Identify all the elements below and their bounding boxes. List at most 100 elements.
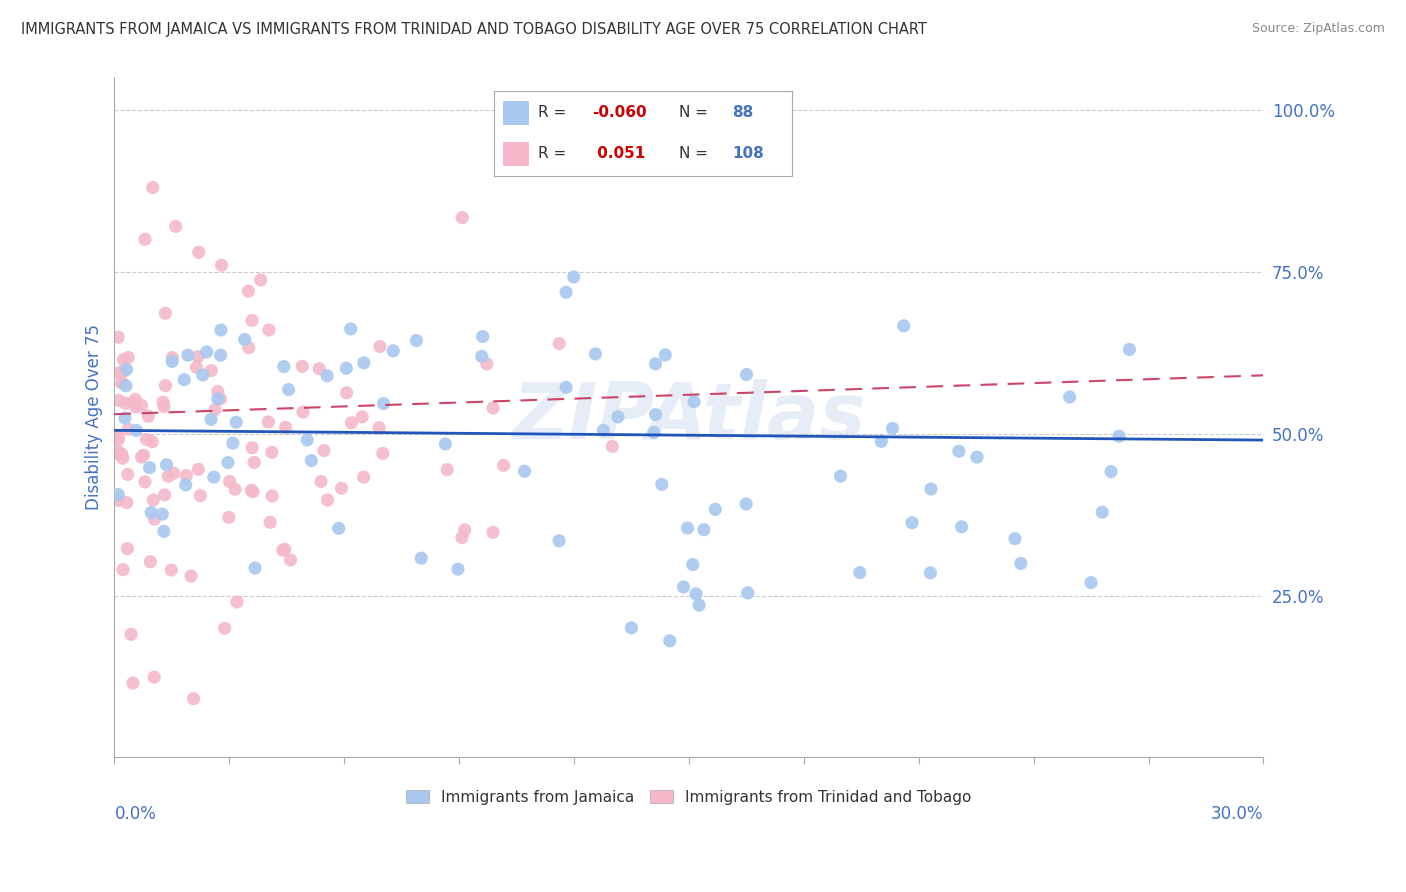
- Point: [882, 421, 904, 435]
- Point: [352, 409, 374, 424]
- Point: [309, 475, 332, 489]
- Point: [643, 425, 665, 440]
- Point: [131, 398, 153, 412]
- Point: [160, 563, 183, 577]
- Point: [1118, 343, 1140, 357]
- Point: [371, 446, 394, 460]
- Point: [134, 232, 156, 246]
- Point: [112, 364, 135, 378]
- Point: [693, 523, 716, 537]
- Point: [142, 492, 165, 507]
- Point: [368, 340, 391, 354]
- Point: [704, 502, 727, 516]
- Point: [548, 533, 571, 548]
- Point: [262, 489, 284, 503]
- Point: [117, 351, 139, 365]
- Point: [257, 323, 280, 337]
- Point: [271, 543, 294, 558]
- Point: [353, 470, 375, 484]
- Point: [121, 395, 143, 409]
- Point: [143, 670, 166, 684]
- Point: [174, 478, 197, 492]
- Legend: Immigrants from Jamaica, Immigrants from Trinidad and Tobago: Immigrants from Jamaica, Immigrants from…: [401, 784, 977, 811]
- Point: [139, 555, 162, 569]
- Point: [222, 436, 245, 450]
- Point: [204, 402, 226, 417]
- Point: [120, 627, 142, 641]
- Point: [162, 351, 184, 365]
- Point: [186, 360, 208, 375]
- Point: [191, 368, 214, 382]
- Point: [475, 357, 498, 371]
- Point: [1010, 557, 1032, 571]
- Point: [471, 329, 494, 343]
- Point: [644, 408, 666, 422]
- Point: [141, 434, 163, 449]
- Point: [107, 330, 129, 344]
- Text: Source: ZipAtlas.com: Source: ZipAtlas.com: [1251, 22, 1385, 36]
- Point: [117, 467, 139, 482]
- Point: [555, 285, 578, 300]
- Point: [115, 495, 138, 509]
- Point: [830, 469, 852, 483]
- Point: [454, 523, 477, 537]
- Point: [165, 219, 187, 234]
- Point: [249, 273, 271, 287]
- Point: [328, 521, 350, 535]
- Point: [155, 458, 177, 472]
- Point: [200, 363, 222, 377]
- Point: [111, 563, 134, 577]
- Point: [238, 284, 260, 298]
- Point: [592, 423, 614, 437]
- Point: [644, 357, 666, 371]
- Point: [1099, 465, 1122, 479]
- Point: [471, 350, 494, 364]
- Point: [209, 348, 232, 362]
- Point: [273, 542, 295, 557]
- Point: [114, 411, 136, 425]
- Point: [108, 366, 131, 380]
- Point: [125, 424, 148, 438]
- Point: [173, 373, 195, 387]
- Point: [117, 541, 139, 556]
- Point: [107, 429, 129, 443]
- Point: [160, 354, 183, 368]
- Point: [436, 463, 458, 477]
- Point: [225, 415, 247, 429]
- Point: [240, 441, 263, 455]
- Point: [259, 515, 281, 529]
- Point: [1080, 575, 1102, 590]
- Point: [138, 460, 160, 475]
- Point: [188, 489, 211, 503]
- Point: [143, 512, 166, 526]
- Point: [277, 383, 299, 397]
- Point: [562, 270, 585, 285]
- Point: [583, 347, 606, 361]
- Point: [330, 481, 353, 495]
- Point: [183, 691, 205, 706]
- Point: [209, 392, 232, 406]
- Point: [111, 451, 134, 466]
- Point: [111, 376, 134, 390]
- Point: [226, 595, 249, 609]
- Point: [920, 566, 942, 580]
- Point: [411, 551, 433, 566]
- Point: [240, 313, 263, 327]
- Point: [308, 361, 330, 376]
- Point: [177, 348, 200, 362]
- Point: [274, 420, 297, 434]
- Point: [107, 447, 129, 461]
- Point: [242, 484, 264, 499]
- Point: [243, 455, 266, 469]
- Point: [155, 378, 177, 392]
- Point: [153, 400, 176, 414]
- Point: [280, 553, 302, 567]
- Point: [658, 633, 681, 648]
- Point: [107, 493, 129, 508]
- Point: [112, 352, 135, 367]
- Text: 30.0%: 30.0%: [1211, 805, 1264, 823]
- Point: [187, 350, 209, 364]
- Y-axis label: Disability Age Over 75: Disability Age Over 75: [86, 325, 103, 510]
- Point: [368, 421, 391, 435]
- Point: [340, 416, 363, 430]
